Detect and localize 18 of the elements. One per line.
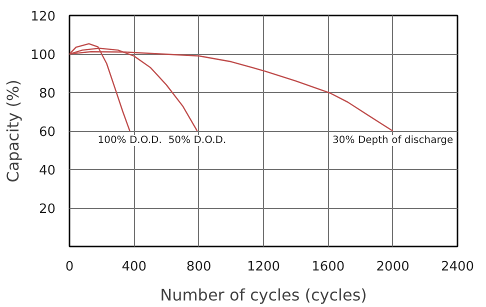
y-tick-label: 100 (30, 48, 56, 63)
x-axis-title: Number of cycles (cycles) (160, 286, 367, 304)
series-label: 30% Depth of discharge (332, 135, 454, 146)
x-tick-label: 1200 (246, 260, 280, 274)
y-tick-label: 20 (38, 202, 56, 217)
x-tick-label: 2400 (440, 260, 474, 274)
x-tick-label: 0 (65, 260, 74, 274)
y-tick-label: 60 (38, 125, 56, 140)
x-tick-label: 400 (122, 260, 147, 274)
y-axis-title: Capacity (%) (4, 80, 23, 182)
series-label: 100% D.O.D. (98, 135, 162, 146)
y-tick-label: 40 (38, 164, 56, 178)
series-label: 50% D.O.D. (168, 135, 226, 146)
y-tick-label: 80 (38, 86, 56, 102)
x-tick-label: 2000 (376, 260, 410, 274)
x-tick-label: 800 (186, 260, 212, 274)
y-tick-label: 120 (30, 10, 56, 24)
x-tick-label: 1600 (312, 260, 345, 274)
